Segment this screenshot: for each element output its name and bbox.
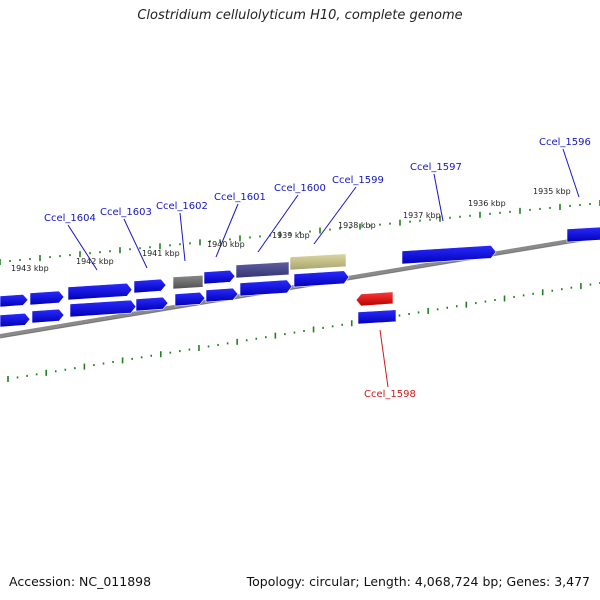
gene-feature[interactable]	[0, 312, 31, 328]
gene-feature[interactable]	[205, 287, 239, 303]
kbp-label: 1941 kbp	[142, 249, 180, 258]
gene-label[interactable]: Ccel_1601	[214, 192, 266, 203]
map-title: Clostridium cellulolyticum H10, complete…	[137, 8, 463, 23]
gene-feature[interactable]	[203, 269, 236, 285]
label-leader	[433, 173, 444, 222]
outer-tick-ring	[0, 200, 600, 265]
gene-feature[interactable]	[31, 308, 65, 324]
kbp-label: 1942 kbp	[76, 257, 114, 266]
label-leader	[313, 186, 357, 245]
gene-feature[interactable]	[357, 309, 397, 325]
highlighted-gene-label[interactable]: Ccel_1598	[364, 389, 416, 400]
kbp-label: 1938 kbp	[338, 221, 376, 230]
gene-label[interactable]: Ccel_1603	[100, 207, 152, 218]
gene-feature[interactable]	[172, 274, 204, 290]
gene-label[interactable]: Ccel_1599	[332, 175, 384, 186]
kbp-label: 1937 kbp	[403, 211, 441, 220]
kbp-label: 1939 kbp	[272, 231, 310, 240]
highlighted-gene[interactable]	[355, 291, 394, 307]
gene-feature[interactable]	[0, 294, 29, 308]
gene-feature[interactable]	[566, 226, 600, 243]
gene-feature[interactable]	[133, 278, 167, 294]
kbp-labels: 1943 kbp 1942 kbp 1941 kbp 1940 kbp 1939 kbp…	[11, 187, 571, 273]
accession: Accession: NC_011898	[9, 574, 152, 589]
label-leaders	[67, 148, 580, 388]
gene-track	[0, 226, 600, 328]
label-leader	[562, 148, 580, 198]
inner-tick-ring	[7, 282, 600, 382]
kbp-label: 1940 kbp	[207, 240, 245, 249]
gene-label[interactable]: Ccel_1600	[274, 183, 326, 194]
label-leader	[179, 212, 186, 262]
label-leader	[67, 224, 98, 271]
gene-feature[interactable]	[67, 282, 133, 301]
gene-label[interactable]: Ccel_1602	[156, 201, 208, 212]
label-leader	[257, 194, 299, 253]
gene-labels: Ccel_1604 Ccel_1603 Ccel_1602 Ccel_1601 Ccel…	[44, 137, 591, 400]
gene-feature[interactable]	[29, 290, 65, 306]
gene-label[interactable]: Ccel_1596	[539, 137, 591, 148]
label-leader	[123, 218, 148, 269]
gene-feature[interactable]	[69, 299, 137, 318]
gene-feature[interactable]	[235, 261, 290, 279]
kbp-label: 1935 kbp	[533, 187, 571, 196]
gene-label[interactable]: Ccel_1604	[44, 213, 96, 224]
label-leader	[379, 329, 389, 388]
gene-feature[interactable]	[401, 245, 497, 265]
genome-backbone-shadow	[0, 237, 600, 339]
gene-feature[interactable]	[289, 253, 347, 271]
gene-feature[interactable]	[174, 291, 206, 307]
gene-feature[interactable]	[239, 279, 293, 297]
genome-summary: Topology: circular; Length: 4,068,724 bp…	[246, 574, 590, 589]
label-leader	[215, 203, 239, 258]
kbp-label: 1943 kbp	[11, 264, 49, 273]
gene-feature[interactable]	[135, 296, 169, 312]
gene-label[interactable]: Ccel_1597	[410, 162, 462, 173]
gene-feature[interactable]	[293, 270, 350, 288]
kbp-label: 1936 kbp	[468, 199, 506, 208]
